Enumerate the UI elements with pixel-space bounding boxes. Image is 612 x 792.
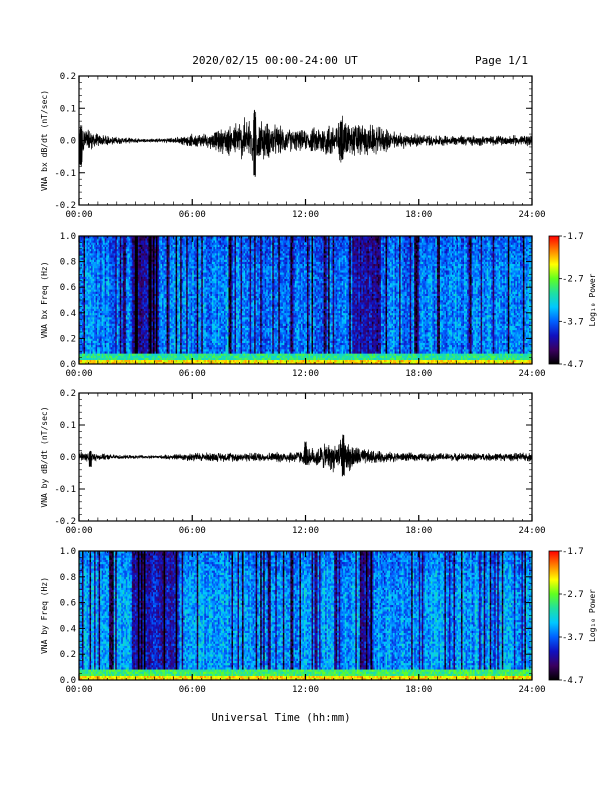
x-tick-label: 12:00: [292, 210, 319, 220]
figure-title: 2020/02/15 00:00-24:00 UT: [192, 54, 358, 67]
x-tick-label: 18:00: [405, 210, 432, 220]
y-tick-label: 0.1: [60, 104, 76, 114]
y-tick-label: 0.2: [60, 72, 76, 82]
page-indicator: Page 1/1: [475, 54, 528, 67]
y-axis-label: VNA bx dB/dt (nT/sec): [40, 90, 49, 191]
x-tick-label: 06:00: [179, 210, 206, 220]
waveform-series: [79, 110, 532, 177]
y-tick-label: -0.1: [54, 169, 76, 179]
x-tick-label: 00:00: [65, 210, 92, 220]
y-tick-label: 0.0: [60, 137, 76, 147]
x-tick-label: 24:00: [518, 210, 545, 220]
